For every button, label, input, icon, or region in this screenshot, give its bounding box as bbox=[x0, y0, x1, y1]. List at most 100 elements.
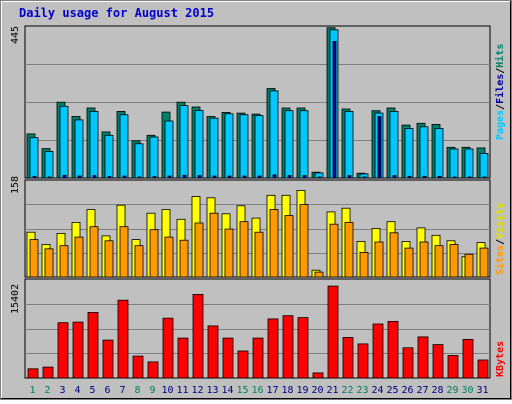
kbytes-bar bbox=[267, 318, 279, 379]
files-bar bbox=[434, 128, 444, 179]
kbytes-bar bbox=[162, 317, 174, 379]
sites-bar bbox=[149, 229, 159, 278]
legend-kbytes: KBytes bbox=[495, 341, 506, 377]
top-legend: Pages/Files/Hits bbox=[494, 44, 506, 140]
pages-bar bbox=[287, 175, 292, 179]
sites-bar bbox=[179, 239, 189, 278]
middle-legend: Sites/Visits bbox=[494, 203, 506, 275]
sites-bar bbox=[449, 244, 459, 278]
hits-files-pages-panel bbox=[24, 25, 491, 179]
files-bar bbox=[404, 128, 414, 179]
pages-bar bbox=[422, 175, 427, 179]
kbytes-bar bbox=[42, 366, 54, 379]
files-bar bbox=[149, 136, 159, 179]
sites-bar bbox=[419, 241, 429, 278]
sites-bar bbox=[464, 253, 474, 278]
kbytes-bar bbox=[477, 359, 489, 379]
middle-max-label: 158 bbox=[10, 176, 21, 194]
kbytes-bar bbox=[117, 299, 129, 379]
files-bar bbox=[74, 119, 84, 179]
day-label: 14 bbox=[221, 385, 233, 396]
pages-bar bbox=[347, 175, 352, 179]
kbytes-bar bbox=[87, 311, 99, 379]
sites-bar bbox=[374, 241, 384, 278]
legend-sites: Sites bbox=[494, 245, 506, 275]
pages-bar bbox=[392, 175, 397, 179]
sites-bar bbox=[59, 245, 69, 278]
sites-bar bbox=[329, 223, 339, 278]
sites-bar bbox=[344, 221, 354, 278]
kbytes-bar bbox=[147, 361, 159, 379]
sites-bar bbox=[194, 222, 204, 278]
kbytes-bar bbox=[297, 317, 309, 379]
pages-bar bbox=[437, 175, 442, 179]
pages-bar bbox=[122, 175, 127, 179]
sites-bar bbox=[134, 245, 144, 278]
kbytes-bar bbox=[252, 337, 264, 379]
files-bar bbox=[299, 110, 309, 179]
pages-bar bbox=[467, 176, 472, 179]
day-label: 24 bbox=[371, 385, 383, 396]
sites-bar bbox=[119, 226, 129, 278]
day-label: 30 bbox=[461, 385, 473, 396]
files-bar bbox=[119, 114, 129, 179]
kbytes-bar bbox=[432, 344, 444, 379]
bottom-max-label: 15402 bbox=[10, 284, 21, 314]
day-label: 20 bbox=[311, 385, 323, 396]
pages-bar bbox=[407, 175, 412, 179]
day-label: 12 bbox=[191, 385, 203, 396]
kbytes-bar bbox=[417, 336, 429, 379]
day-label: 7 bbox=[119, 385, 125, 396]
pages-bar bbox=[62, 174, 67, 179]
kbytes-bar bbox=[237, 350, 249, 379]
sites-bar bbox=[209, 212, 219, 278]
sites-bar bbox=[299, 204, 309, 278]
files-bar bbox=[59, 105, 69, 179]
day-label: 18 bbox=[281, 385, 293, 396]
files-bar bbox=[209, 117, 219, 179]
pages-bar bbox=[452, 176, 457, 179]
kbytes-bar bbox=[462, 338, 474, 379]
pages-bar bbox=[272, 174, 277, 179]
pages-bar bbox=[377, 116, 382, 179]
files-bar bbox=[134, 143, 144, 179]
pages-bar bbox=[137, 176, 142, 179]
pages-bar bbox=[242, 175, 247, 179]
top-max-label: 445 bbox=[10, 26, 21, 44]
kbytes-bar bbox=[402, 347, 414, 379]
files-bar bbox=[449, 148, 459, 179]
sites-bar bbox=[89, 226, 99, 278]
pages-bar bbox=[167, 175, 172, 179]
files-bar bbox=[344, 111, 354, 179]
sites-bar bbox=[74, 236, 84, 278]
day-label: 16 bbox=[251, 385, 263, 396]
pages-bar bbox=[317, 176, 322, 179]
sites-bar bbox=[284, 215, 294, 278]
day-label: 8 bbox=[134, 385, 140, 396]
pages-bar bbox=[362, 176, 367, 179]
day-label: 3 bbox=[59, 385, 65, 396]
day-label: 1 bbox=[29, 385, 35, 396]
kbytes-bar bbox=[177, 337, 189, 379]
files-bar bbox=[44, 150, 54, 179]
kbytes-bar bbox=[387, 320, 399, 379]
pages-bar bbox=[302, 175, 307, 179]
kbytes-bar bbox=[282, 315, 294, 379]
pages-bar bbox=[197, 175, 202, 179]
day-label: 6 bbox=[104, 385, 110, 396]
pages-bar bbox=[257, 175, 262, 179]
legend-visits: Visits bbox=[494, 203, 506, 239]
sites-bar bbox=[239, 221, 249, 278]
kbytes-bar bbox=[342, 337, 354, 379]
kbytes-bar bbox=[72, 321, 84, 379]
files-bar bbox=[89, 111, 99, 179]
sites-bar bbox=[254, 231, 264, 278]
kbytes-bar bbox=[372, 323, 384, 379]
pages-bar bbox=[77, 175, 82, 179]
files-bar bbox=[254, 115, 264, 179]
files-bar bbox=[239, 114, 249, 179]
legend-sep-3: / bbox=[495, 239, 506, 245]
files-bar bbox=[179, 105, 189, 179]
files-bar bbox=[194, 110, 204, 179]
